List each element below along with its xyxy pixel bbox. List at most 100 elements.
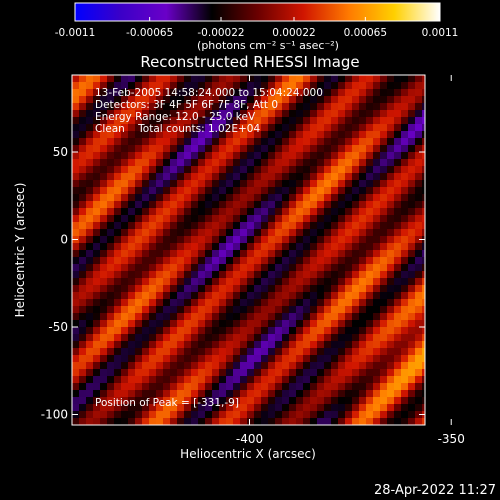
- heatmap-pixel: [387, 145, 395, 153]
- heatmap-pixel: [254, 131, 262, 139]
- heatmap-pixel: [100, 110, 108, 118]
- heatmap-pixel: [359, 320, 367, 328]
- heatmap-pixel: [401, 187, 409, 195]
- heatmap-pixel: [100, 278, 108, 286]
- heatmap-pixel: [114, 418, 122, 425]
- heatmap-pixel: [303, 152, 311, 160]
- heatmap-pixel: [205, 278, 213, 286]
- heatmap-pixel: [93, 264, 101, 272]
- heatmap-pixel: [338, 89, 346, 97]
- heatmap-pixel: [121, 117, 129, 125]
- heatmap-pixel: [198, 271, 206, 279]
- heatmap-pixel: [149, 180, 157, 188]
- heatmap-pixel: [114, 369, 122, 377]
- heatmap-pixel: [233, 418, 241, 425]
- heatmap-pixel: [247, 159, 255, 167]
- heatmap-pixel: [198, 376, 206, 384]
- heatmap-pixel: [72, 271, 80, 279]
- heatmap-pixel: [149, 110, 157, 118]
- heatmap-pixel: [380, 75, 388, 83]
- heatmap-pixel: [324, 334, 332, 342]
- heatmap-pixel: [93, 89, 101, 97]
- heatmap-pixel: [226, 418, 234, 425]
- heatmap-pixel: [275, 362, 283, 370]
- heatmap-pixel: [317, 173, 325, 181]
- heatmap-pixel: [296, 117, 304, 125]
- heatmap-pixel: [296, 159, 304, 167]
- heatmap-pixel: [198, 173, 206, 181]
- heatmap-pixel: [387, 89, 395, 97]
- heatmap-pixel: [149, 355, 157, 363]
- heatmap-pixel: [359, 173, 367, 181]
- heatmap-pixel: [72, 187, 80, 195]
- annotation-clean-counts: Clean Total counts: 1.02E+04: [95, 123, 260, 135]
- heatmap-pixel: [422, 103, 425, 111]
- heatmap-pixel: [289, 222, 297, 230]
- heatmap-pixel: [219, 173, 227, 181]
- heatmap-pixel: [226, 250, 234, 258]
- heatmap-pixel: [373, 383, 381, 391]
- heatmap-pixel: [373, 194, 381, 202]
- heatmap-pixel: [282, 131, 290, 139]
- heatmap-pixel: [212, 397, 220, 405]
- heatmap-pixel: [177, 285, 185, 293]
- heatmap-pixel: [422, 376, 425, 384]
- heatmap-pixel: [107, 278, 115, 286]
- heatmap-pixel: [408, 194, 416, 202]
- heatmap-pixel: [331, 138, 339, 146]
- heatmap-pixel: [240, 110, 248, 118]
- heatmap-pixel: [233, 313, 241, 321]
- heatmap-pixel: [191, 355, 199, 363]
- heatmap-pixel: [247, 103, 255, 111]
- heatmap-pixel: [72, 264, 80, 272]
- heatmap-pixel: [107, 271, 115, 279]
- heatmap-pixel: [380, 257, 388, 265]
- heatmap-pixel: [128, 138, 136, 146]
- heatmap-pixel: [303, 264, 311, 272]
- heatmap-pixel: [387, 390, 395, 398]
- heatmap-pixel: [93, 138, 101, 146]
- heatmap-pixel: [394, 334, 402, 342]
- heatmap-pixel: [275, 75, 283, 83]
- heatmap-pixel: [387, 124, 395, 132]
- heatmap-pixel: [107, 229, 115, 237]
- heatmap-pixel: [170, 89, 178, 97]
- heatmap-pixel: [156, 376, 164, 384]
- heatmap-pixel: [352, 243, 360, 251]
- heatmap-pixel: [177, 341, 185, 349]
- heatmap-pixel: [324, 390, 332, 398]
- heatmap-pixel: [261, 278, 269, 286]
- heatmap-pixel: [198, 215, 206, 223]
- heatmap-pixel: [331, 243, 339, 251]
- heatmap-pixel: [79, 180, 87, 188]
- heatmap-pixel: [324, 292, 332, 300]
- heatmap-pixel: [121, 390, 129, 398]
- heatmap-pixel: [303, 201, 311, 209]
- heatmap-pixel: [338, 264, 346, 272]
- heatmap-pixel: [107, 411, 115, 419]
- heatmap-pixel: [163, 418, 171, 425]
- heatmap-pixel: [345, 250, 353, 258]
- heatmap-pixel: [170, 131, 178, 139]
- heatmap-pixel: [387, 362, 395, 370]
- heatmap-pixel: [79, 390, 87, 398]
- heatmap-pixel: [331, 404, 339, 412]
- heatmap-pixel: [191, 348, 199, 356]
- heatmap-pixel: [191, 131, 199, 139]
- heatmap-pixel: [121, 334, 129, 342]
- heatmap-pixel: [135, 173, 143, 181]
- heatmap-pixel: [359, 362, 367, 370]
- heatmap-pixel: [170, 82, 178, 90]
- heatmap-pixel: [254, 96, 262, 104]
- heatmap-pixel: [268, 110, 276, 118]
- heatmap-pixel: [191, 75, 199, 83]
- heatmap-pixel: [401, 397, 409, 405]
- heatmap-pixel: [247, 383, 255, 391]
- heatmap-pixel: [177, 271, 185, 279]
- heatmap-pixel: [184, 285, 192, 293]
- heatmap-pixel: [373, 89, 381, 97]
- heatmap-pixel: [387, 152, 395, 160]
- heatmap-pixel: [352, 180, 360, 188]
- heatmap-pixel: [268, 152, 276, 160]
- heatmap-pixel: [72, 285, 80, 293]
